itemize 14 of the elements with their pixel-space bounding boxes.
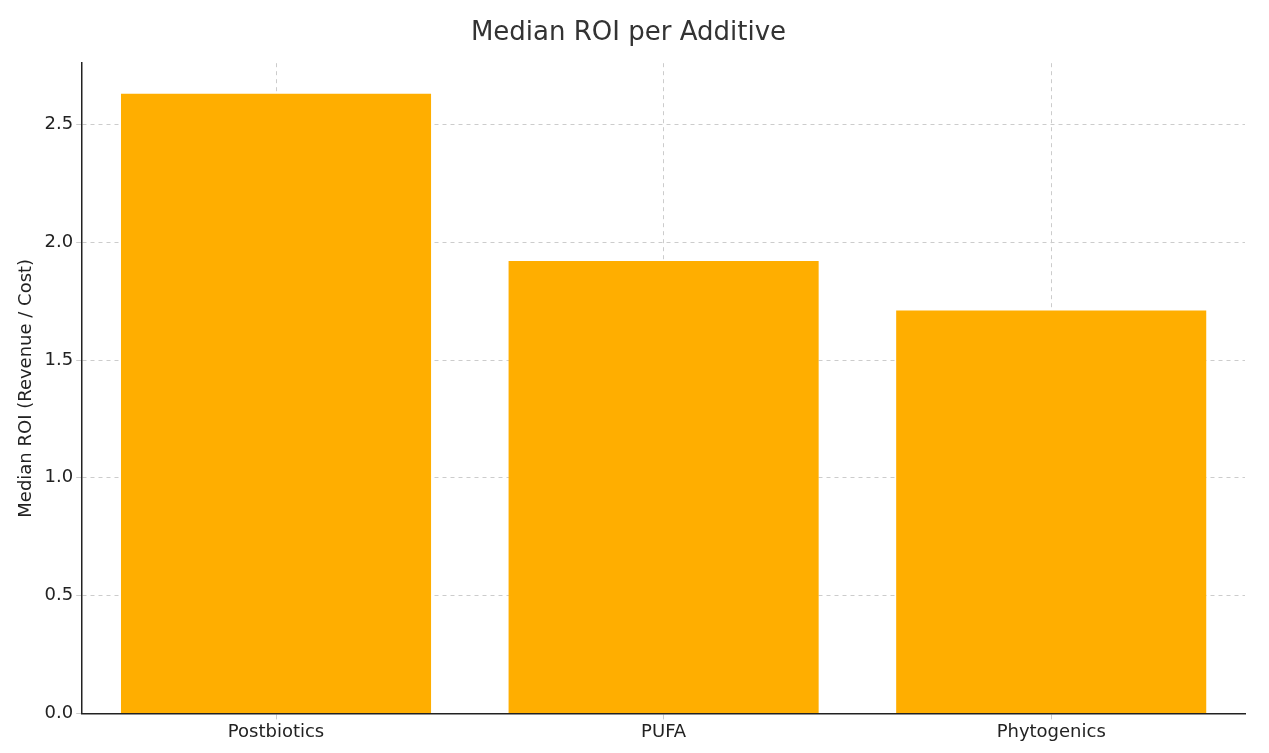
y-axis-title: Median ROI (Revenue / Cost) bbox=[14, 258, 36, 518]
x-tick-label: Postbiotics bbox=[227, 719, 325, 741]
bar bbox=[896, 310, 1207, 713]
y-tick-label: 2.0 bbox=[44, 229, 74, 251]
y-tick-label: 1.5 bbox=[44, 347, 74, 369]
y-tick-label: 1.0 bbox=[44, 465, 74, 487]
y-tick-label: 0.0 bbox=[44, 701, 74, 723]
x-tick-label: PUFA bbox=[641, 719, 687, 741]
chart-title: Median ROI per Additive bbox=[470, 16, 787, 47]
x-tick-label: Phytogenics bbox=[996, 719, 1106, 741]
y-tick-label: 2.5 bbox=[44, 112, 74, 134]
y-tick-label: 0.5 bbox=[44, 583, 74, 605]
bar bbox=[120, 93, 432, 713]
bar bbox=[508, 261, 819, 713]
